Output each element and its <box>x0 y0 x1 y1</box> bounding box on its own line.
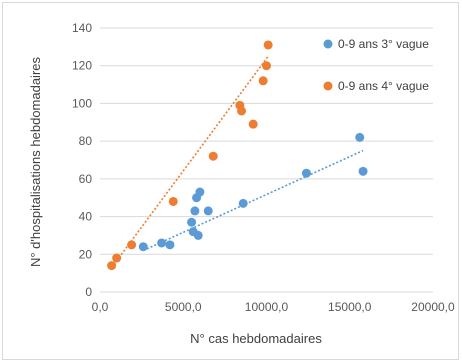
grid-lines <box>100 27 433 293</box>
point-series-1-10 <box>263 40 273 50</box>
point-series-0-0 <box>138 242 148 252</box>
y-axis-ticks: 0 20 40 60 80 100 120 140 <box>72 21 92 299</box>
point-series-1-1 <box>112 253 122 263</box>
y-tick-label: 100 <box>72 96 92 110</box>
chart-frame <box>2 2 459 360</box>
point-series-1-6 <box>237 106 247 116</box>
x-tick-label: 15000,0 <box>328 300 372 314</box>
legend-marker-series-0 <box>323 39 333 49</box>
point-series-0-5 <box>190 206 200 216</box>
point-series-1-7 <box>248 119 258 129</box>
y-tick-label: 0 <box>85 285 92 299</box>
x-tick-label: 5000,0 <box>165 300 202 314</box>
legend-label-series-1: 0-9 ans 4° vague <box>338 79 429 93</box>
x-tick-label: 10000,0 <box>245 300 289 314</box>
x-tick-label: 0,0 <box>92 300 109 314</box>
y-tick-label: 40 <box>79 210 93 224</box>
point-series-0-10 <box>238 198 248 208</box>
point-series-0-6 <box>193 230 203 240</box>
point-series-1-8 <box>258 76 268 86</box>
trendline-series-0 <box>142 149 364 252</box>
y-tick-label: 80 <box>79 134 93 148</box>
point-series-1-0 <box>107 261 117 271</box>
legend-label-series-0: 0-9 ans 3° vague <box>338 37 429 51</box>
point-series-1-2 <box>127 240 137 250</box>
y-tick-label: 20 <box>79 247 93 261</box>
y-axis-label: N° d'hospitalisations hebdomadaires <box>28 56 43 267</box>
point-series-1-4 <box>208 151 218 161</box>
point-series-0-2 <box>165 240 175 250</box>
point-series-0-13 <box>358 166 368 176</box>
point-series-0-4 <box>187 217 197 227</box>
data-points <box>107 40 368 271</box>
y-tick-label: 60 <box>79 172 93 186</box>
x-axis-label: N° cas hebdomadaires <box>190 331 322 346</box>
x-tick-label: 20000,0 <box>411 300 455 314</box>
trendline-series-1 <box>111 55 269 268</box>
y-tick-label: 140 <box>72 21 92 35</box>
legend: 0-9 ans 3° vague 0-9 ans 4° vague <box>323 37 429 93</box>
point-series-0-8 <box>195 187 205 197</box>
trend-lines <box>111 55 364 268</box>
point-series-0-11 <box>301 168 311 178</box>
point-series-1-3 <box>168 196 178 206</box>
point-series-0-12 <box>355 132 365 142</box>
legend-marker-series-1 <box>323 81 333 91</box>
point-series-1-9 <box>262 61 271 71</box>
x-axis-ticks: 0,0 5000,0 10000,0 15000,0 20000,0 <box>92 300 455 314</box>
point-series-0-1 <box>157 238 167 248</box>
point-series-0-9 <box>203 206 213 216</box>
y-tick-label: 120 <box>72 59 92 73</box>
